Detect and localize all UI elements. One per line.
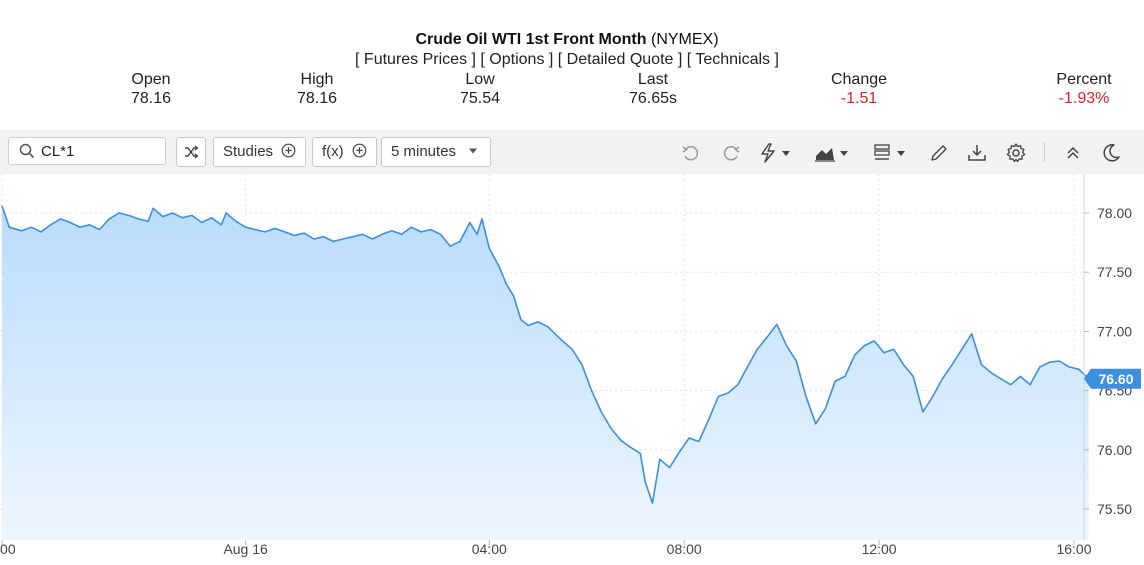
link-futures-prices[interactable]: [ Futures Prices ] — [355, 51, 476, 68]
download-icon[interactable] — [966, 142, 988, 164]
last-value: 76.65s — [628, 90, 678, 107]
high-value: 78.16 — [296, 90, 338, 107]
percent-label: Percent — [1056, 71, 1112, 88]
plus-circle-icon — [281, 143, 296, 158]
exchange-name: (NYMEX) — [650, 31, 719, 48]
quote-high: High 78.16 — [286, 70, 348, 108]
quote-change: Change -1.51 — [820, 70, 898, 108]
low-value: 75.54 — [459, 90, 501, 107]
y-tick-label: 77.50 — [1097, 264, 1132, 280]
x-tick-label: 12:00 — [862, 541, 897, 557]
chevron-up-icon[interactable] — [1062, 142, 1084, 164]
x-tick-label: Aug 16 — [223, 541, 268, 557]
price-area — [2, 205, 1089, 540]
studies-label: Studies — [223, 143, 274, 160]
link-options[interactable]: [ Options ] — [480, 51, 554, 68]
quote-low: Low 75.54 — [454, 70, 506, 108]
x-axis: 0:00 Aug 16 04:00 08:00 12:00 16:00 — [0, 540, 1092, 557]
fx-label: f(x) — [322, 143, 344, 160]
link-detailed-quote[interactable]: [ Detailed Quote ] — [557, 51, 683, 68]
interval-select[interactable]: 5 minutes — [381, 137, 491, 167]
y-tick-label: 77.00 — [1097, 323, 1132, 339]
quote-links: [ Futures Prices ] [ Options ] [ Detaile… — [0, 50, 1134, 70]
high-label: High — [300, 71, 334, 88]
x-tick-label: 16:00 — [1056, 541, 1091, 557]
link-technicals[interactable]: [ Technicals ] — [686, 51, 779, 68]
change-label: Change — [830, 71, 888, 88]
x-tick-label: 0:00 — [0, 541, 16, 557]
open-label: Open — [131, 71, 171, 88]
area-chart-icon[interactable] — [814, 142, 852, 164]
search-icon — [19, 143, 35, 159]
undo-icon[interactable] — [680, 142, 702, 164]
lightning-icon[interactable] — [758, 142, 794, 164]
caret-down-icon — [469, 148, 478, 154]
percent-value: -1.93% — [1058, 90, 1110, 107]
y-tick-label: 78.00 — [1097, 205, 1132, 221]
price-line — [1, 205, 1090, 504]
y-tick-label: 76.00 — [1097, 442, 1132, 458]
x-tick-label: 08:00 — [667, 541, 702, 557]
chart-toolbar: CL*1 Studies f(x) 5 minutes — [0, 130, 1144, 174]
last-price-tag: 76.60 — [1084, 368, 1141, 389]
pencil-icon[interactable] — [928, 142, 950, 164]
plus-circle-icon — [352, 143, 367, 158]
shuffle-icon — [185, 145, 199, 159]
y-tick-label: 75.50 — [1097, 501, 1132, 517]
change-value: -1.51 — [840, 90, 878, 107]
symbol-value: CL*1 — [41, 143, 75, 160]
instrument-name: Crude Oil WTI 1st Front Month — [415, 31, 647, 48]
last-price-label: 76.60 — [1098, 371, 1133, 387]
studies-button[interactable]: Studies — [213, 137, 307, 167]
open-value: 78.16 — [130, 90, 172, 107]
functions-button[interactable]: f(x) — [312, 137, 377, 167]
compare-button[interactable] — [176, 137, 206, 167]
symbol-search-input[interactable]: CL*1 — [8, 137, 166, 165]
page-title: Crude Oil WTI 1st Front Month (NYMEX) — [0, 30, 1134, 50]
last-label: Last — [637, 71, 669, 88]
moon-icon[interactable] — [1100, 142, 1122, 164]
quote-percent: Percent -1.93% — [1046, 70, 1122, 108]
last-price-badge — [1084, 368, 1141, 389]
quote-open: Open 78.16 — [120, 70, 182, 108]
interval-value: 5 minutes — [391, 143, 457, 160]
bar-chart-icon[interactable] — [872, 142, 910, 164]
low-label: Low — [465, 71, 495, 88]
toolbar-divider — [1044, 142, 1045, 162]
quote-last: Last 76.65s — [622, 70, 684, 108]
redo-icon[interactable] — [720, 142, 742, 164]
x-tick-label: 04:00 — [472, 541, 507, 557]
gear-icon[interactable] — [1005, 142, 1027, 164]
quote-header: Crude Oil WTI 1st Front Month (NYMEX) [ … — [0, 30, 1134, 70]
quote-summary: Open 78.16 High 78.16 Low 75.54 Last 76.… — [0, 70, 1144, 110]
